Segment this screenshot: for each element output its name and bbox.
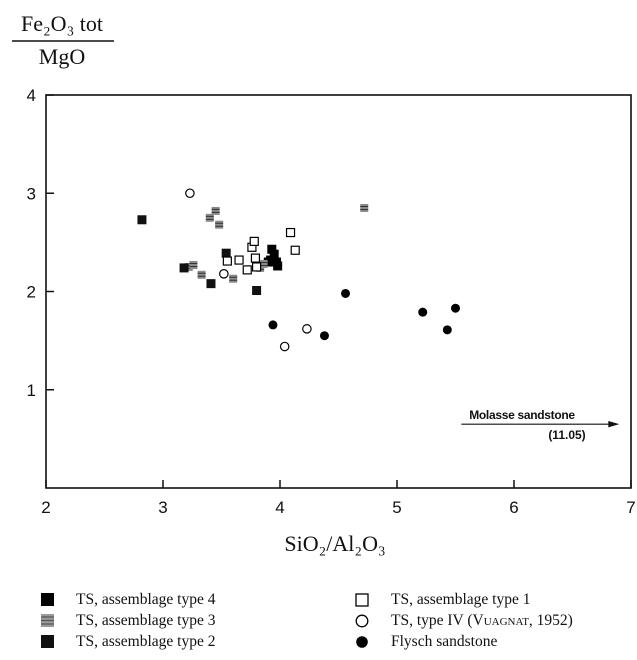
y-tick-label: 3 bbox=[27, 184, 36, 203]
legend-item: TS, assemblage type 1 bbox=[355, 589, 573, 610]
data-point bbox=[418, 307, 428, 317]
point-fill bbox=[229, 274, 238, 283]
point-hatch bbox=[215, 222, 224, 227]
data-point bbox=[179, 263, 189, 273]
legend-label: TS, assemblage type 4 bbox=[76, 591, 216, 608]
point-fill bbox=[360, 203, 369, 212]
legend-label: TS, assemblage type 2 bbox=[76, 633, 216, 650]
legend-item: TS, assemblage type 2 bbox=[40, 631, 215, 652]
scatter-chart: Fe₂O₃ tot MgO 2 3 4 5 6 7 1 2 3 4 Molasse sandsto… bbox=[12, 11, 636, 556]
data-point bbox=[250, 253, 261, 263]
x-axis-label: SiO₂/Al₂O₃ bbox=[284, 531, 385, 556]
point-fill bbox=[215, 220, 224, 229]
legend-left: TS, assemblage type 4 TS, assemblage typ… bbox=[40, 589, 215, 652]
data-point bbox=[222, 256, 232, 266]
legend-item: TS, type IV (Vuagnat, 1952) bbox=[355, 610, 573, 631]
data-point bbox=[234, 255, 244, 265]
data-point bbox=[205, 213, 214, 222]
point-hatch bbox=[360, 205, 369, 210]
data-point bbox=[137, 215, 147, 225]
point-fill bbox=[197, 270, 206, 279]
axis-ticks: 2 3 4 5 6 7 1 2 3 4 bbox=[27, 86, 636, 517]
data-point bbox=[442, 325, 452, 335]
x-tick-label: 4 bbox=[275, 498, 284, 517]
legend-label: Flysch sandstone bbox=[391, 633, 498, 650]
legend-label: TS, assemblage type 3 bbox=[76, 612, 216, 629]
point-hatch bbox=[189, 262, 198, 267]
legend-reference: (Vuagnat, 1952) bbox=[467, 612, 573, 629]
data-point bbox=[242, 265, 252, 275]
x-tick-label: 3 bbox=[158, 498, 167, 517]
plot-frame bbox=[45, 94, 632, 489]
point-hatch bbox=[205, 215, 214, 220]
data-point bbox=[451, 303, 460, 313]
data-point bbox=[252, 286, 262, 296]
data-point bbox=[279, 341, 290, 352]
point-fill bbox=[259, 259, 268, 268]
point-hatch bbox=[229, 276, 238, 281]
square-filled-icon bbox=[40, 635, 54, 649]
point-fill bbox=[205, 213, 214, 222]
data-point bbox=[206, 279, 216, 289]
y-tick-label: 2 bbox=[27, 283, 36, 302]
point-fill bbox=[184, 262, 193, 271]
circle-open-icon bbox=[355, 614, 369, 628]
legend-item: Flysch sandstone bbox=[355, 631, 573, 652]
data-point bbox=[268, 320, 278, 330]
data-point bbox=[285, 227, 296, 238]
data-point bbox=[302, 324, 312, 334]
data-point bbox=[197, 270, 206, 279]
data-point bbox=[341, 288, 351, 298]
square-filled-icon bbox=[40, 593, 54, 607]
data-point bbox=[215, 220, 224, 229]
annotation-value: (11.05) bbox=[548, 428, 585, 442]
legend-item: TS, assemblage type 4 bbox=[40, 589, 215, 610]
point-hatch bbox=[197, 272, 206, 277]
data-point bbox=[263, 257, 273, 267]
data-point bbox=[185, 188, 195, 199]
x-tick-label: 5 bbox=[392, 498, 401, 517]
data-point bbox=[252, 262, 262, 272]
data-point bbox=[211, 206, 220, 215]
x-tick-label: 6 bbox=[509, 498, 518, 517]
point-fill bbox=[189, 260, 198, 269]
data-point bbox=[267, 244, 277, 254]
data-point bbox=[319, 331, 329, 341]
point-fill bbox=[211, 206, 220, 215]
x-tick-label: 7 bbox=[626, 498, 635, 517]
square-open-icon bbox=[355, 592, 369, 607]
molasse-annotation: Molasse sandstone (11.05) bbox=[461, 408, 620, 442]
data-point bbox=[189, 260, 198, 269]
y-axis-label-numerator: Fe₂O₃ tot bbox=[21, 11, 103, 36]
data-points bbox=[137, 188, 460, 352]
data-point bbox=[290, 245, 300, 255]
data-point bbox=[269, 249, 279, 259]
point-hatch bbox=[211, 208, 220, 213]
data-point bbox=[249, 236, 259, 246]
y-tick-label: 1 bbox=[27, 381, 36, 400]
x-tick-label: 2 bbox=[41, 498, 50, 517]
annotation-label: Molasse sandstone bbox=[469, 408, 575, 422]
y-axis-label-denominator: MgO bbox=[39, 44, 85, 69]
legend-label: TS, type IV bbox=[391, 612, 464, 629]
y-tick-label: 4 bbox=[27, 86, 36, 105]
data-point bbox=[221, 248, 231, 258]
circle-filled-icon bbox=[355, 635, 369, 649]
legend-item: TS, assemblage type 3 bbox=[40, 610, 215, 631]
square-gray-icon bbox=[40, 614, 54, 628]
annotation-arrowhead bbox=[608, 420, 620, 428]
data-point bbox=[273, 261, 283, 271]
legend-right: TS, assemblage type 1 TS, type IV (Vuagn… bbox=[355, 589, 573, 652]
data-point bbox=[229, 274, 238, 283]
data-point bbox=[360, 203, 369, 212]
data-point bbox=[219, 269, 229, 279]
legend-label: TS, assemblage type 1 bbox=[391, 591, 531, 608]
